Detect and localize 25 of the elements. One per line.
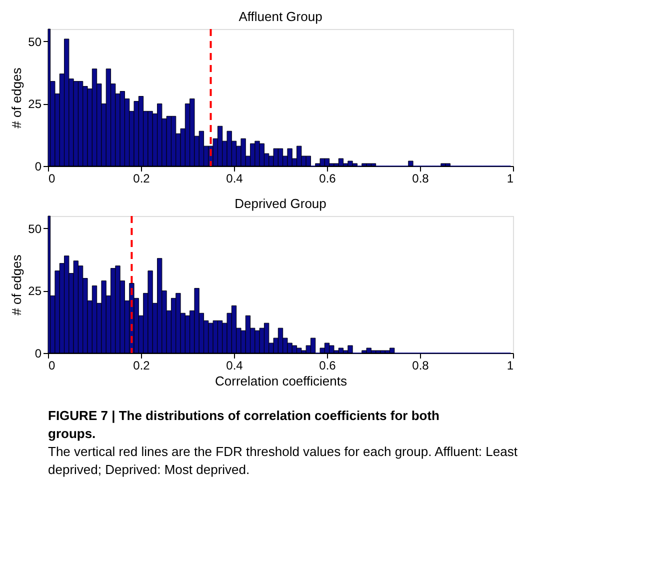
y-tick-label: 0 bbox=[34, 160, 42, 174]
x-tick-label: 0.2 bbox=[133, 172, 150, 186]
y-tick-label: 50 bbox=[28, 222, 42, 236]
y-tick-label: 50 bbox=[28, 34, 42, 49]
x-tick-label: 0.4 bbox=[226, 172, 244, 186]
y-axis-title: # of edges bbox=[9, 254, 24, 316]
x-tick-label: 0.8 bbox=[412, 358, 430, 372]
x-tick-label: 0.6 bbox=[319, 172, 336, 186]
y-tick-label: 25 bbox=[28, 284, 42, 298]
y-tick-label: 0 bbox=[34, 346, 42, 360]
x-tick-label: 0 bbox=[48, 358, 56, 372]
chart-title: Deprived Group bbox=[234, 196, 326, 211]
x-tick-label: 0.4 bbox=[226, 358, 244, 372]
chart-title: Affluent Group bbox=[238, 9, 322, 24]
y-axis-title: # of edges bbox=[9, 67, 24, 128]
caption: FIGURE 7 | The distributions of correlation coefficients for both groups. bbox=[48, 408, 440, 441]
x-tick-label: 0.8 bbox=[412, 172, 430, 186]
x-tick-label: 0.2 bbox=[133, 358, 150, 372]
y-tick-label: 25 bbox=[28, 97, 42, 112]
text: The vertical red lines are the FDR threshold values for each group. Affluent: Least deprived; Deprived: Most deprived. bbox=[48, 444, 518, 477]
x-tick-label: 0.6 bbox=[319, 358, 336, 372]
x-axis-title: Correlation coefficients bbox=[215, 374, 348, 388]
x-tick-label: 1 bbox=[506, 172, 514, 186]
x-tick-label: 1 bbox=[506, 358, 514, 372]
x-tick-label: 0 bbox=[48, 172, 56, 186]
